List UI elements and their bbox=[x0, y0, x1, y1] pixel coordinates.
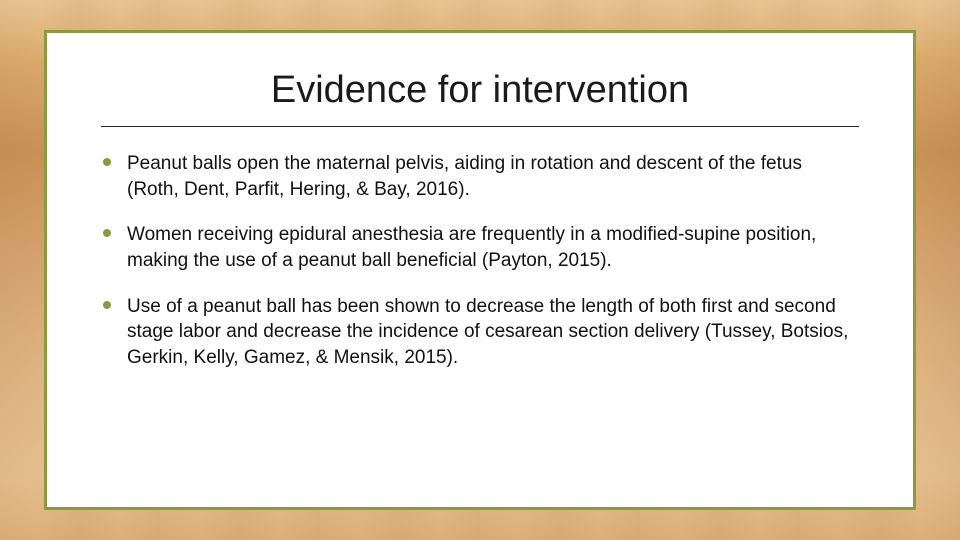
bullet-icon bbox=[103, 158, 111, 166]
slide-title: Evidence for intervention bbox=[95, 69, 865, 112]
bullet-icon bbox=[103, 301, 111, 309]
bullet-text: Women receiving epidural anesthesia are … bbox=[127, 224, 816, 271]
bullet-item: Peanut balls open the maternal pelvis, a… bbox=[103, 151, 857, 202]
bullet-list: Peanut balls open the maternal pelvis, a… bbox=[95, 151, 865, 370]
slide-content-frame: Evidence for intervention Peanut balls o… bbox=[44, 30, 916, 510]
title-underline bbox=[101, 126, 859, 127]
bullet-text: Use of a peanut ball has been shown to d… bbox=[127, 296, 848, 368]
bullet-text: Peanut balls open the maternal pelvis, a… bbox=[127, 153, 802, 200]
bullet-icon bbox=[103, 229, 111, 237]
bullet-item: Women receiving epidural anesthesia are … bbox=[103, 222, 857, 273]
bullet-item: Use of a peanut ball has been shown to d… bbox=[103, 294, 857, 371]
